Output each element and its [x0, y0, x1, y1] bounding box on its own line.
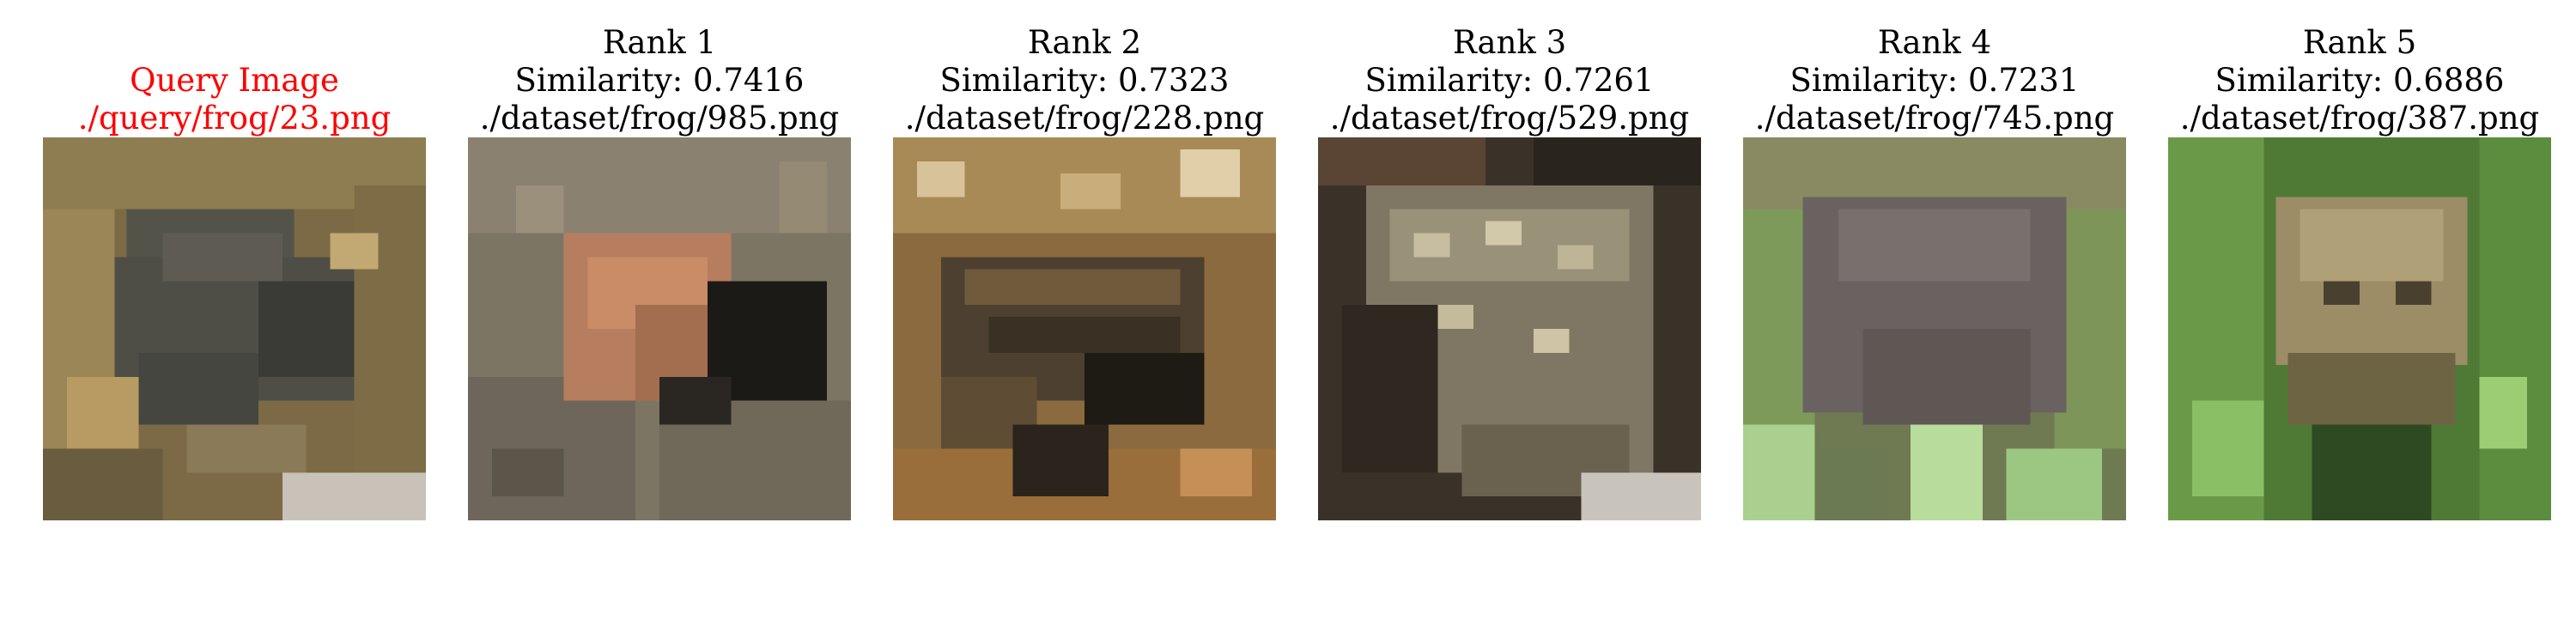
result-file-path: ./dataset/frog/228.png — [904, 100, 1265, 137]
result-title: Rank 2 Similarity: 0.7323 ./dataset/frog… — [841, 24, 1327, 137]
query-frog-thumbnail — [43, 137, 426, 520]
result-image-rank-2 — [893, 137, 1276, 520]
rank-label: Rank 1 — [602, 24, 717, 61]
rank-2-frog-thumbnail — [893, 137, 1276, 520]
result-file-path: ./dataset/frog/387.png — [2179, 100, 2540, 137]
rank-label: Rank 4 — [1877, 24, 1992, 61]
rank-3-frog-thumbnail — [1318, 137, 1701, 520]
result-file-path: ./dataset/frog/985.png — [479, 100, 840, 137]
similarity-label: Similarity: 0.7261 — [1364, 62, 1655, 99]
result-title: Rank 4 Similarity: 0.7231 ./dataset/frog… — [1692, 24, 2178, 137]
result-panel-rank-1: Rank 1 Similarity: 0.7416 ./dataset/frog… — [468, 0, 851, 524]
result-image-rank-5 — [2168, 137, 2551, 520]
result-panel-rank-2: Rank 2 Similarity: 0.7323 ./dataset/frog… — [893, 0, 1276, 524]
similarity-label: Similarity: 0.7323 — [939, 62, 1230, 99]
rank-label: Rank 2 — [1027, 24, 1142, 61]
result-panel-rank-5: Rank 5 Similarity: 0.6886 ./dataset/frog… — [2168, 0, 2551, 524]
similarity-label: Similarity: 0.7416 — [514, 62, 805, 99]
query-title: Query Image ./query/frog/23.png — [0, 62, 477, 137]
similarity-label: Similarity: 0.6886 — [2215, 62, 2505, 99]
result-title: Rank 1 Similarity: 0.7416 ./dataset/frog… — [416, 24, 902, 137]
rank-5-frog-thumbnail — [2168, 137, 2551, 520]
rank-1-frog-thumbnail — [468, 137, 851, 520]
result-file-path: ./dataset/frog/529.png — [1329, 100, 1690, 137]
result-panel-rank-4: Rank 4 Similarity: 0.7231 ./dataset/frog… — [1743, 0, 2126, 524]
result-file-path: ./dataset/frog/745.png — [1754, 100, 2115, 137]
query-title-label: Query Image — [130, 62, 339, 99]
result-title: Rank 5 Similarity: 0.6886 ./dataset/frog… — [2117, 24, 2576, 137]
query-file-path: ./query/frog/23.png — [77, 100, 392, 137]
result-image-rank-3 — [1318, 137, 1701, 520]
similarity-label: Similarity: 0.7231 — [1789, 62, 2080, 99]
result-image-rank-1 — [468, 137, 851, 520]
query-panel: Query Image ./query/frog/23.png — [43, 0, 426, 524]
rank-label: Rank 3 — [1452, 24, 1567, 61]
query-image — [43, 137, 426, 520]
result-image-rank-4 — [1743, 137, 2126, 520]
result-title: Rank 3 Similarity: 0.7261 ./dataset/frog… — [1267, 24, 1753, 137]
result-panel-rank-3: Rank 3 Similarity: 0.7261 ./dataset/frog… — [1318, 0, 1701, 524]
rank-4-frog-thumbnail — [1743, 137, 2126, 520]
rank-label: Rank 5 — [2302, 24, 2417, 61]
